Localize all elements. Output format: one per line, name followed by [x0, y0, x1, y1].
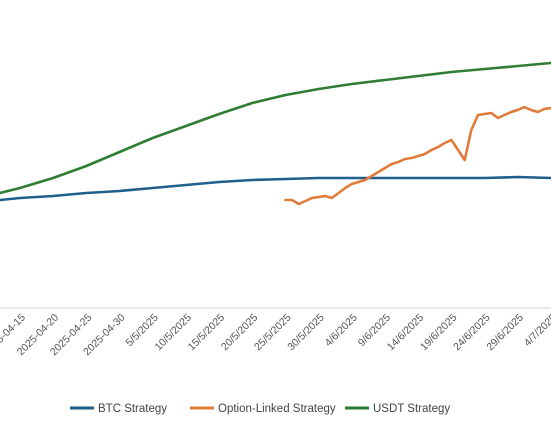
series-layer — [0, 61, 551, 206]
legend-label-usdt-strategy: USDT Strategy — [373, 403, 450, 415]
legend-label-option-linked-strategy: Option-Linked Strategy — [218, 403, 336, 415]
legend-label-btc-strategy: BTC Strategy — [98, 403, 167, 415]
series-line-option-linked-strategy — [284, 105, 551, 206]
series-line-btc-strategy — [0, 175, 551, 202]
legend: BTC Strategy Option-Linked Strategy USDT S… — [70, 403, 450, 415]
series-line-usdt-strategy — [0, 61, 551, 195]
